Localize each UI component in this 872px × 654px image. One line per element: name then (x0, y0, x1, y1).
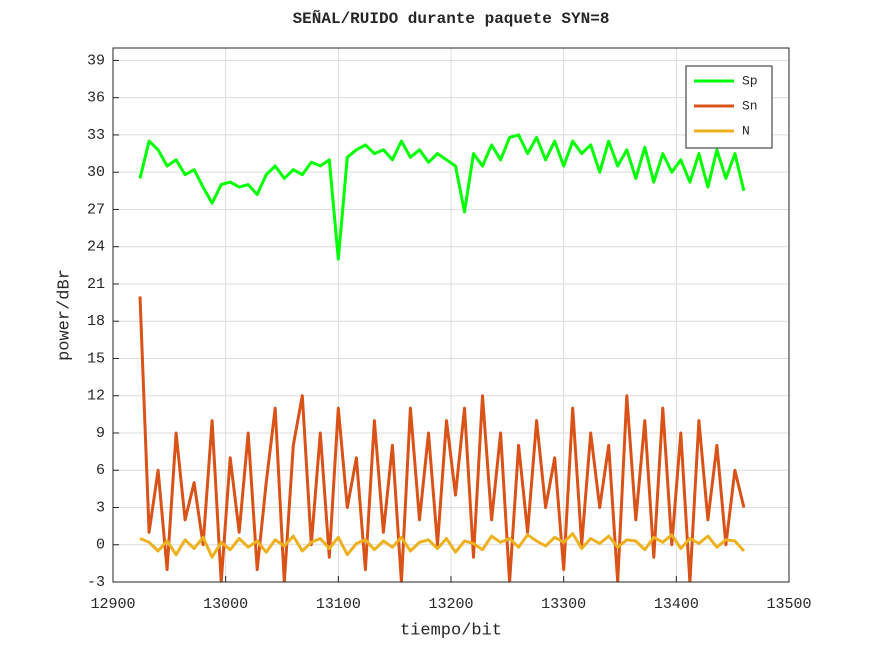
y-tick-label: 27 (87, 201, 105, 218)
y-axis-label: power/dBr (55, 269, 74, 361)
x-tick-label: 12900 (90, 596, 135, 613)
y-tick-label: 0 (96, 537, 105, 554)
series-line (138, 133, 746, 261)
y-tick-label: 21 (87, 276, 105, 293)
x-axis-label: tiempo/bit (400, 621, 502, 640)
legend-label: Sn (742, 98, 758, 113)
legend-label: N (742, 123, 750, 138)
x-tick-label: 13100 (316, 596, 361, 613)
y-tick-label: 33 (87, 127, 105, 144)
x-tick-label: 13300 (541, 596, 586, 613)
series-line (139, 532, 746, 559)
y-tick-label: -3 (87, 574, 105, 591)
y-tick-label: 3 (96, 499, 105, 516)
legend: Sp Sn N (685, 65, 773, 149)
y-tick-label: 30 (87, 164, 105, 181)
x-tick-label: 13200 (428, 596, 473, 613)
x-tick-label: 13500 (766, 596, 811, 613)
y-tick-label: 39 (87, 52, 105, 69)
plot-lines (138, 133, 746, 582)
x-tick-label: 13400 (654, 596, 699, 613)
y-tick-label: 18 (87, 313, 105, 330)
chart-title: SEÑAL/RUIDO durante paquete SYN=8 (293, 8, 610, 28)
y-tick-label: 36 (87, 90, 105, 107)
y-tick-label: 15 (87, 350, 105, 367)
x-tick-label: 13000 (203, 596, 248, 613)
plot-frame (112, 47, 790, 583)
y-tick-label: 12 (87, 388, 105, 405)
y-tick-label: 24 (87, 239, 105, 256)
y-tick-label: 9 (96, 425, 105, 442)
series-line (138, 296, 746, 582)
legend-label: Sp (742, 73, 758, 88)
y-tick-label: 6 (96, 462, 105, 479)
